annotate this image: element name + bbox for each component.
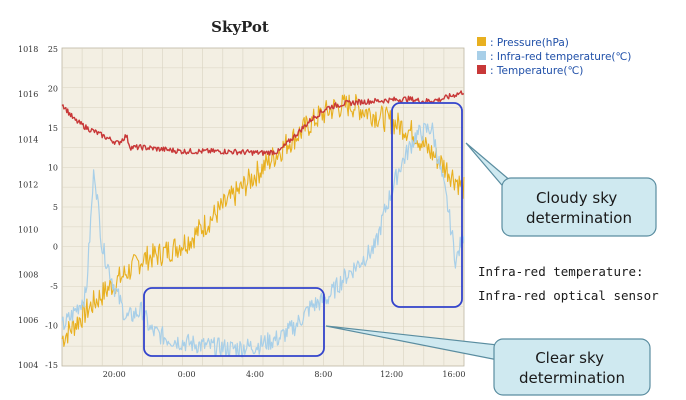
right-axis-tick-label: 0 [53, 243, 58, 252]
legend-swatch-ir-temp [477, 51, 486, 60]
clear-sky-region-box [143, 287, 325, 357]
clear-callout-box [493, 338, 651, 396]
legend-label-ir-temp: : Infra-red temperature(℃) [490, 51, 631, 63]
x-axis-tick-label: 8:00 [314, 370, 332, 379]
right-axis-tick-label: -10 [45, 322, 58, 331]
x-axis-tick-label: 0:00 [178, 370, 196, 379]
series-pressure-line [61, 93, 465, 347]
legend-swatch-pressure [477, 37, 486, 46]
x-axis-tick-label: 4:00 [246, 370, 264, 379]
right-axis-tick-label: 15 [48, 124, 58, 133]
x-axis-tick-label: 16:00 [442, 370, 465, 379]
left-axis-ticks: 1018 1016 1014 1012 1010 1008 1006 1004 [18, 45, 38, 370]
cloudy-callout-box [501, 177, 657, 237]
chart-title: SkyPot [211, 18, 269, 36]
left-axis-tick-label: 1016 [18, 90, 38, 99]
right-axis-tick-label: -15 [45, 361, 58, 370]
legend-swatch-temperature [477, 65, 486, 74]
legend: : Pressure(hPa) : Infra-red temperature(… [477, 37, 631, 77]
right-axis-tick-label: -5 [50, 282, 58, 291]
left-axis-tick-label: 1012 [18, 180, 38, 189]
legend-label-pressure: : Pressure(hPa) [490, 37, 569, 49]
series-ir-temperature-line [61, 122, 465, 358]
right-axis-tick-label: 25 [48, 45, 58, 54]
left-axis-tick-label: 1014 [18, 135, 38, 144]
left-axis-tick-label: 1008 [18, 271, 38, 280]
left-axis-tick-label: 1006 [18, 316, 38, 325]
right-axis-ticks: 25 20 15 10 5 0 -5 -10 -15 [45, 45, 58, 370]
grid-lines [62, 48, 464, 366]
x-axis-ticks: 20:00 0:00 4:00 8:00 12:00 16:00 [103, 370, 466, 379]
cloudy-callout-text: Cloudy sky determination [526, 189, 632, 227]
right-axis-tick-label: 5 [53, 203, 58, 212]
right-axis-tick-label: 10 [48, 164, 58, 173]
legend-label-temperature: : Temperature(℃) [490, 65, 583, 77]
cloudy-sky-region-box [391, 102, 463, 308]
x-axis-tick-label: 12:00 [380, 370, 403, 379]
right-axis-tick-label: 20 [48, 85, 58, 94]
x-axis-tick-label: 20:00 [103, 370, 126, 379]
sensor-note-line-1: Infra-red temperature: [478, 264, 644, 279]
cloudy-callout: Cloudy sky determination [465, 142, 657, 237]
left-axis-tick-label: 1018 [18, 45, 38, 54]
left-axis-tick-label: 1004 [18, 361, 38, 370]
left-axis-tick-label: 1010 [18, 226, 38, 235]
clear-callout-text: Clear sky determination [519, 349, 625, 387]
sensor-note-line-2: Infra-red optical sensor [478, 288, 659, 303]
series-layer [61, 90, 465, 358]
clear-callout: Clear sky determination [325, 325, 651, 396]
series-temperature-line [61, 90, 464, 156]
